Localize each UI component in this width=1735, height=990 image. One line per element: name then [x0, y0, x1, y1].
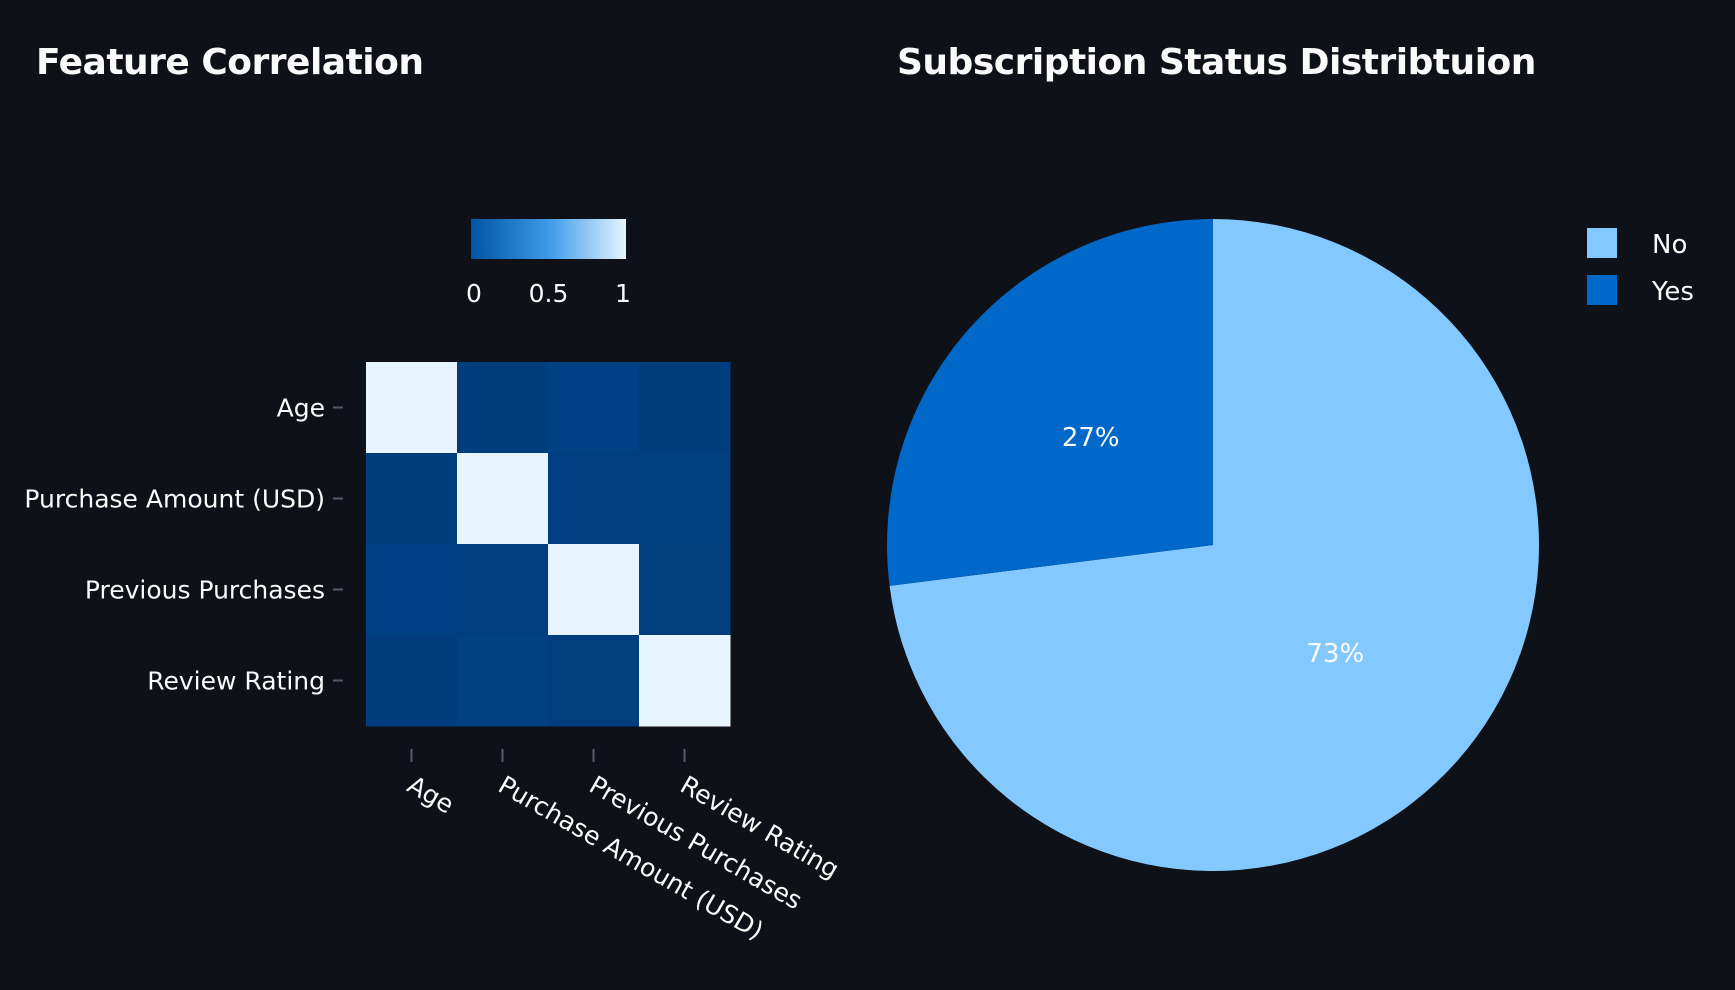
heatmap-cell: [366, 544, 458, 636]
pie-slice-no: [889, 219, 1539, 871]
heatmap-chart: 0 0.5 1 Age Purchase Amount (USD) Previous Pu…: [24, 219, 844, 945]
heatmap-cell: [639, 453, 731, 545]
colorbar-tick-label: 0: [466, 279, 482, 308]
pie-title: Subscription Status Distribtuion: [897, 42, 1536, 83]
pie-slice-label: 27%: [1062, 423, 1120, 453]
heatmap-cell: [548, 362, 640, 454]
heatmap-cell: [639, 635, 731, 727]
y-tick-label: Purchase Amount (USD): [24, 485, 325, 514]
pie-slice-label: 73%: [1306, 639, 1364, 669]
legend-label: Yes: [1651, 277, 1694, 307]
heatmap-cell: [548, 635, 640, 727]
heatmap-cell: [457, 362, 549, 454]
heatmap-cell: [457, 453, 549, 545]
colorbar-tick-label: 1: [615, 279, 631, 308]
heatmap-cell: [457, 544, 549, 636]
heatmap-cell: [548, 453, 640, 545]
heatmap-cell: [457, 635, 549, 727]
pie-slice-yes: [886, 218, 1213, 586]
heatmap-title: Feature Correlation: [36, 42, 424, 83]
heatmap-cell: [639, 544, 731, 636]
heatmap-cell: [366, 635, 458, 727]
colorbar-tick-label: 0.5: [529, 279, 569, 308]
heatmap-cell: [548, 544, 640, 636]
y-tick-label: Previous Purchases: [85, 576, 325, 605]
legend-swatch: [1587, 228, 1617, 258]
legend-label: No: [1652, 230, 1687, 260]
heatmap-cell: [639, 362, 731, 454]
colorbar: [471, 219, 626, 259]
y-tick-label: Age: [277, 394, 325, 423]
heatmap-cell: [366, 453, 458, 545]
heatmap-cell: [366, 362, 458, 454]
y-tick-label: Review Rating: [147, 667, 325, 696]
legend-swatch: [1587, 275, 1617, 305]
